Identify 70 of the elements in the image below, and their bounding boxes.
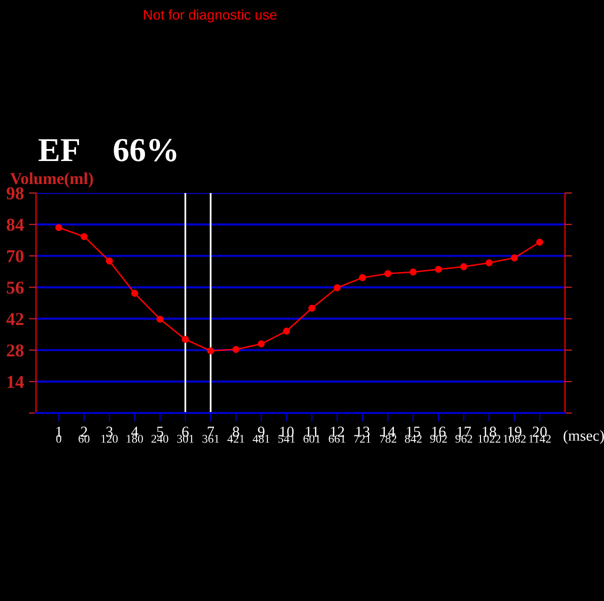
- point: [334, 284, 341, 292]
- x-tick-label: 5: [157, 426, 164, 437]
- x2-tick-label: 301: [177, 434, 194, 443]
- x2-tick-label: 661: [328, 434, 346, 443]
- point: [106, 258, 113, 264]
- chart-title: EF 66%: [38, 138, 176, 162]
- x-tick-label: 19: [508, 426, 522, 437]
- x2-tick-label: 0: [56, 434, 62, 443]
- x2-tick-label: 1082: [504, 434, 526, 443]
- point: [182, 336, 189, 343]
- x-tick-label: 2: [80, 426, 88, 437]
- y-tick-label: 42: [6, 313, 24, 325]
- x-tick-label: 17: [457, 426, 471, 437]
- x2-tick-label: 962: [455, 434, 472, 443]
- point: [536, 238, 544, 246]
- x-tick-label: 9: [258, 426, 264, 437]
- y-axis-title: Volume(ml): [10, 172, 93, 188]
- x-tick-label: 12: [330, 426, 344, 437]
- x-tick-label: 20: [532, 426, 547, 437]
- x2-tick-label: 180: [126, 434, 143, 443]
- point: [232, 346, 240, 353]
- point: [384, 270, 392, 278]
- x-tick-label: 11: [306, 426, 318, 437]
- point: [131, 290, 138, 297]
- text: Not for diagnostic use: [144, 10, 277, 22]
- x-tick-label: 8: [232, 426, 240, 437]
- x-tick-label: 1: [56, 426, 62, 437]
- x-tick-label: 13: [356, 426, 370, 437]
- y-tick-label: 28: [6, 344, 24, 357]
- point: [55, 224, 62, 232]
- y-tick-label: 70: [7, 250, 24, 262]
- x2-tick-label: 60: [78, 434, 90, 443]
- x-tick-label: 16: [432, 426, 446, 437]
- point: [80, 233, 88, 240]
- x2-tick-label: 1022: [478, 434, 500, 443]
- y-tick-label: 14: [8, 376, 24, 388]
- x-tick-label: 6: [182, 426, 189, 437]
- x-tick-label: 7: [208, 426, 214, 437]
- point: [283, 328, 290, 335]
- x2-tick-label: 361: [202, 434, 219, 443]
- x2-tick-label: 1142: [529, 434, 551, 443]
- x2-tick-label: 120: [101, 434, 118, 443]
- point: [486, 259, 493, 266]
- y-tick-label: 56: [6, 282, 24, 294]
- x-tick-label: 15: [406, 426, 420, 437]
- point: [460, 263, 468, 270]
- point: [434, 266, 442, 273]
- y-tick-label: 84: [6, 218, 24, 231]
- point: [359, 274, 366, 282]
- point: [207, 347, 214, 354]
- point: [410, 268, 417, 276]
- x-tick-label: 3: [106, 426, 113, 437]
- x2-tick-label: 601: [304, 434, 320, 443]
- x-tick-label: 10: [280, 426, 294, 437]
- x2-tick-label: 541: [278, 434, 295, 443]
- x2-tick-label: 240: [151, 434, 168, 443]
- y-tick-label: 98: [6, 187, 24, 200]
- point: [510, 254, 518, 262]
- x2-tick-label: 481: [252, 434, 270, 443]
- point: [258, 340, 265, 348]
- point: [156, 316, 164, 323]
- x2-tick-label: 421: [227, 434, 244, 443]
- x-tick-label: 14: [382, 426, 396, 437]
- x2-tick-label: 782: [380, 434, 396, 443]
- x2-tick-label: 902: [430, 434, 447, 443]
- point: [308, 304, 316, 312]
- x2-axis-title: (msec): [564, 430, 604, 444]
- x2-tick-label: 842: [404, 434, 422, 443]
- x-tick-label: 4: [131, 426, 138, 437]
- x-tick-label: 18: [482, 426, 496, 437]
